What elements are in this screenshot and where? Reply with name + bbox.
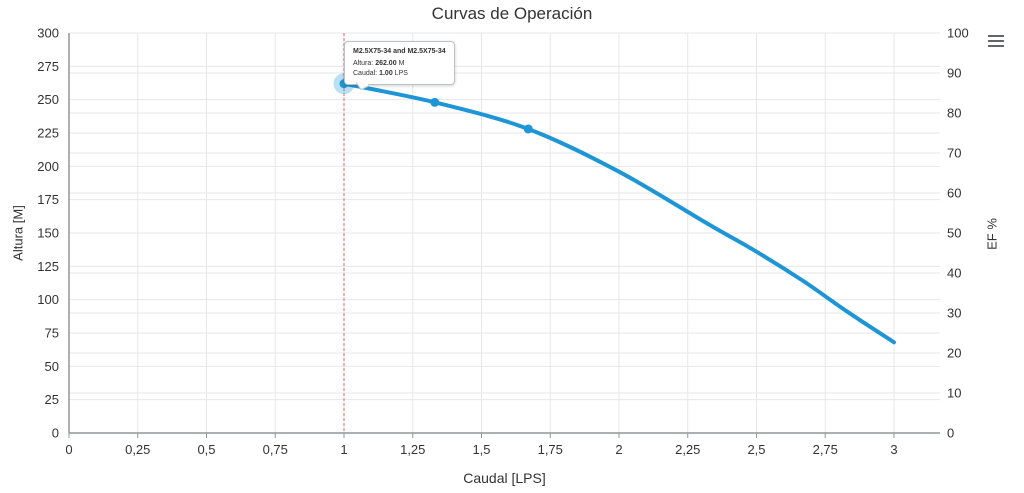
y-left-tick-label: 125	[37, 259, 59, 274]
y-right-tick-label: 40	[947, 266, 961, 281]
tooltip: M2.5X75-34 and M2.5X75-34 Altura: 262.00…	[344, 41, 455, 91]
x-tick-label: 2,5	[747, 442, 765, 457]
tooltip-altura-row: Altura: 262.00 M	[353, 59, 446, 69]
y-axis-title-left: Altura [M]	[10, 205, 26, 261]
y-left-tick-label: 25	[45, 392, 59, 407]
x-tick-label: 2,25	[675, 442, 700, 457]
tooltip-caudal-value: 1.00	[379, 70, 393, 77]
tooltip-caudal-row: Caudal: 1.00 LPS	[353, 69, 446, 79]
tooltip-altura-label: Altura:	[353, 60, 374, 67]
x-tick-label: 1,5	[472, 442, 490, 457]
y-right-tick-label: 100	[947, 26, 969, 41]
tooltip-altura-unit: M	[398, 60, 405, 67]
series-curve[interactable]	[342, 81, 896, 345]
x-tick-label: 1,75	[538, 442, 563, 457]
y-right-tick-label: 50	[947, 226, 961, 241]
tooltip-caudal-label: Caudal:	[353, 70, 378, 77]
x-tick-label: 0,75	[263, 442, 288, 457]
y-left-tick-label: 200	[37, 159, 59, 174]
y-left-tick-label: 50	[45, 359, 59, 374]
y-right-tick-label: 90	[947, 66, 961, 81]
x-tick-label: 0,25	[125, 442, 150, 457]
hamburger-menu-icon	[988, 34, 1006, 48]
y-right-tick-label: 10	[947, 386, 961, 401]
x-tick-label: 2,75	[813, 442, 838, 457]
x-tick-label: 1	[340, 442, 347, 457]
tooltip-caudal-unit: LPS	[394, 70, 408, 77]
y-right-tick-label: 70	[947, 146, 961, 161]
y-left-tick-label: 250	[37, 92, 59, 107]
data-point-marker[interactable]	[523, 124, 533, 134]
x-tick-label: 0,5	[197, 442, 215, 457]
y-left-tick-label: 0	[52, 426, 59, 441]
chart-title: Curvas de Operación	[431, 4, 593, 23]
y-axis-title-right: EF %	[984, 218, 1000, 250]
y-left-tick-label: 225	[37, 126, 59, 141]
tooltip-altura-value: 262.00	[375, 60, 397, 67]
y-right-tick-label: 20	[947, 346, 961, 361]
y-left-tick-label: 75	[45, 326, 59, 341]
y-right-tick-label: 60	[947, 186, 961, 201]
x-tick-label: 1,25	[400, 442, 425, 457]
y-left-tick-label: 175	[37, 192, 59, 207]
data-point-marker[interactable]	[430, 97, 440, 107]
tooltip-series-name: M2.5X75-34 and M2.5X75-34	[353, 48, 446, 55]
y-left-tick-label: 300	[37, 26, 59, 41]
x-tick-label: 0	[65, 442, 72, 457]
x-axis-title: Caudal [LPS]	[463, 470, 546, 486]
y-right-tick-label: 80	[947, 106, 961, 121]
x-tick-label: 2	[615, 442, 622, 457]
y-left-tick-label: 275	[37, 59, 59, 74]
y-left-tick-label: 150	[37, 226, 59, 241]
y-right-tick-label: 0	[947, 426, 954, 441]
x-tick-label: 3	[890, 442, 897, 457]
y-left-tick-label: 100	[37, 292, 59, 307]
y-right-tick-label: 30	[947, 306, 961, 321]
chart-context-menu-button[interactable]	[986, 32, 1008, 50]
